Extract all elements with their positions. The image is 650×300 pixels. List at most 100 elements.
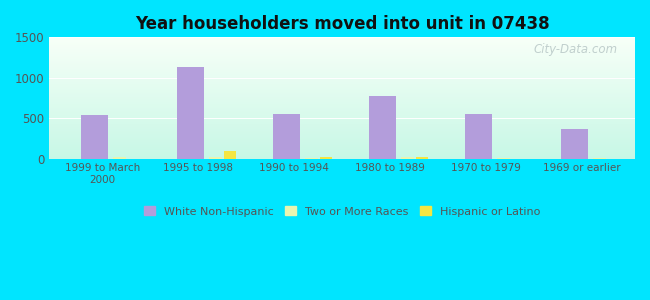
Bar <box>49 118 635 119</box>
Bar <box>401 157 414 159</box>
Bar <box>49 97 635 98</box>
Bar <box>49 110 635 111</box>
Bar <box>49 62 635 63</box>
Bar <box>49 125 635 126</box>
Bar <box>49 64 635 65</box>
Bar <box>49 102 635 103</box>
Bar <box>49 78 635 79</box>
Bar <box>49 107 635 108</box>
Bar <box>49 58 635 59</box>
Bar <box>497 158 510 159</box>
Bar <box>49 37 635 38</box>
Bar <box>49 116 635 117</box>
Bar <box>49 153 635 154</box>
Bar <box>49 46 635 47</box>
Bar <box>49 115 635 116</box>
Title: Year householders moved into unit in 07438: Year householders moved into unit in 074… <box>135 15 549 33</box>
Bar <box>49 91 635 92</box>
Bar <box>49 71 635 72</box>
Bar <box>49 40 635 41</box>
Bar <box>49 104 635 105</box>
Bar <box>49 158 635 159</box>
Bar <box>49 63 635 64</box>
Bar <box>306 158 318 159</box>
Bar <box>49 99 635 100</box>
Bar <box>49 151 635 152</box>
Bar <box>49 48 635 49</box>
Bar <box>49 83 635 84</box>
Bar <box>49 122 635 123</box>
Bar <box>49 130 635 131</box>
Bar <box>49 56 635 57</box>
Bar <box>49 53 635 54</box>
Bar <box>49 127 635 128</box>
Bar <box>49 39 635 40</box>
Bar <box>49 95 635 96</box>
Bar <box>49 132 635 133</box>
Bar <box>49 105 635 106</box>
Bar <box>593 158 606 159</box>
Bar <box>49 60 635 61</box>
Bar <box>49 75 635 76</box>
Bar <box>49 154 635 155</box>
Bar <box>177 67 204 159</box>
Bar <box>49 65 635 66</box>
Bar <box>49 57 635 58</box>
Bar <box>49 74 635 75</box>
Bar <box>49 138 635 139</box>
Bar <box>49 113 635 114</box>
Bar <box>49 140 635 141</box>
Bar <box>209 157 222 159</box>
Bar <box>49 61 635 62</box>
Bar <box>49 147 635 148</box>
Bar <box>49 67 635 68</box>
Bar <box>49 86 635 87</box>
Bar <box>49 148 635 149</box>
Bar <box>320 157 332 159</box>
Bar <box>49 70 635 71</box>
Bar <box>49 72 635 73</box>
Bar <box>81 115 108 159</box>
Bar <box>49 141 635 142</box>
Bar <box>49 52 635 53</box>
Bar <box>49 73 635 74</box>
Bar <box>49 109 635 110</box>
Bar <box>49 119 635 120</box>
Bar <box>49 111 635 112</box>
Bar <box>49 129 635 130</box>
Bar <box>49 47 635 48</box>
Bar <box>49 42 635 43</box>
Bar <box>49 49 635 50</box>
Bar <box>49 145 635 146</box>
Bar <box>49 44 635 45</box>
Bar <box>49 143 635 144</box>
Bar <box>49 88 635 89</box>
Bar <box>49 94 635 95</box>
Bar <box>49 146 635 147</box>
Bar <box>49 123 635 124</box>
Bar <box>49 87 635 88</box>
Bar <box>49 85 635 86</box>
Bar <box>49 82 635 83</box>
Bar <box>49 59 635 60</box>
Bar <box>49 121 635 122</box>
Bar <box>49 120 635 121</box>
Bar <box>113 158 126 159</box>
Bar <box>369 96 396 159</box>
Bar <box>49 50 635 51</box>
Bar <box>49 144 635 145</box>
Bar <box>561 129 588 159</box>
Bar <box>49 79 635 80</box>
Bar <box>49 92 635 93</box>
Bar <box>49 135 635 136</box>
Bar <box>49 156 635 157</box>
Bar <box>49 134 635 135</box>
Bar <box>273 114 300 159</box>
Bar <box>49 137 635 138</box>
Bar <box>49 43 635 44</box>
Bar <box>49 98 635 99</box>
Bar <box>49 152 635 153</box>
Bar <box>415 157 428 159</box>
Bar <box>49 133 635 134</box>
Bar <box>49 38 635 39</box>
